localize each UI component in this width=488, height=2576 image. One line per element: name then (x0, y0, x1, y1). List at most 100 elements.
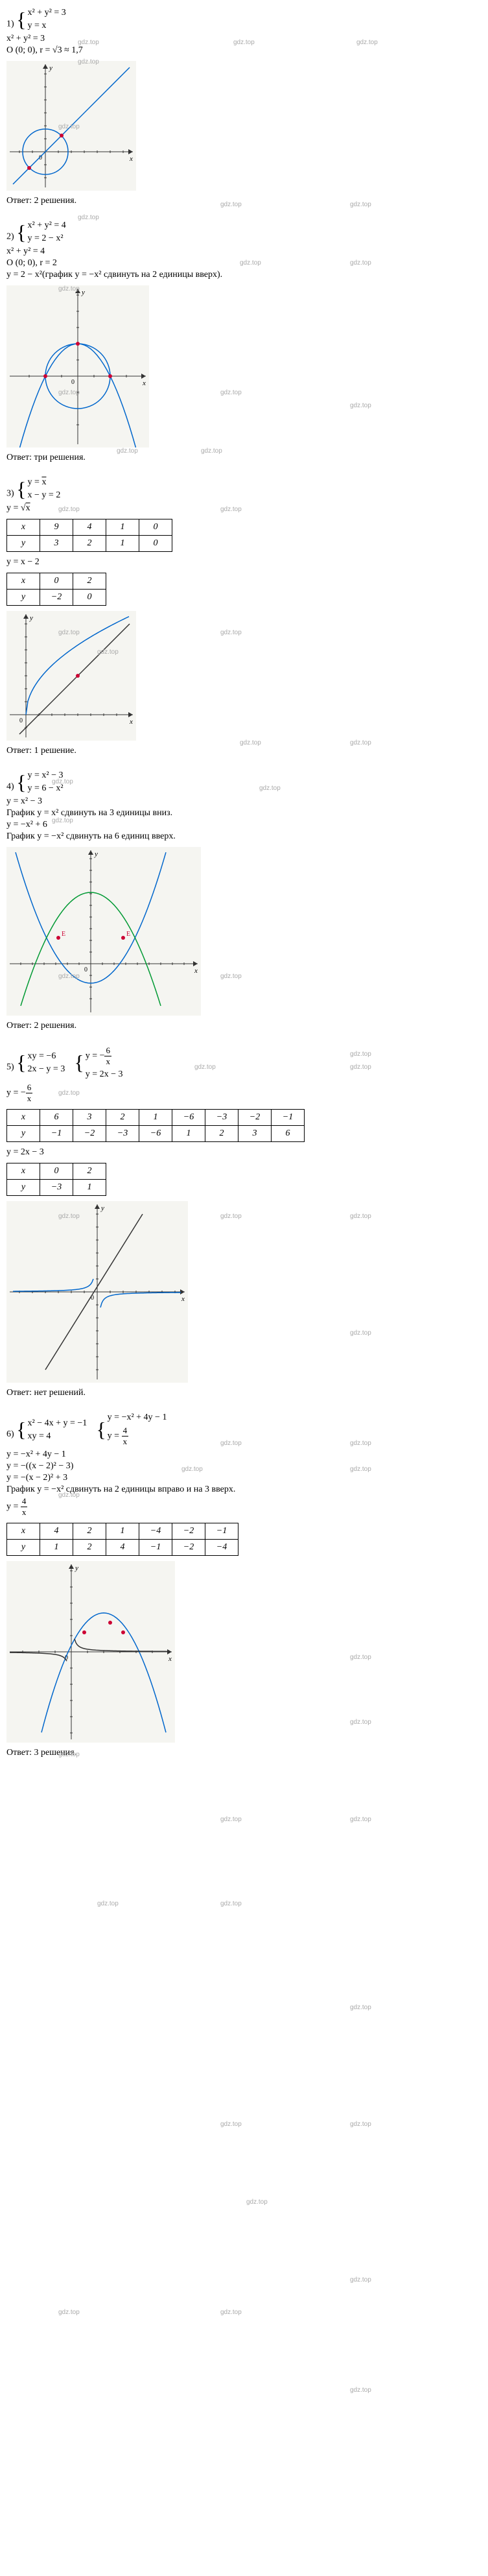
table-cell: 1 (40, 1540, 73, 1556)
value-table: x02y−31 (6, 1163, 106, 1196)
problem-number-line: 6) {x² − 4x + y = −1xy = 4 {y = −x² + 4y… (6, 1411, 482, 1448)
answer-text: Ответ: 2 решения. (6, 1021, 482, 1031)
table-cell: x (7, 1110, 40, 1126)
watermark: gdz.top (181, 1466, 203, 1473)
svg-text:x: x (181, 1295, 185, 1303)
brace-icon: { (16, 477, 26, 501)
derived-equation: y = −x² + 4y − 1 (6, 1449, 482, 1460)
table-cell: x (7, 573, 40, 590)
graph-svg: x y 0EE (6, 847, 201, 1016)
problem-number-line: 4) {y = x² − 3y = 6 − x² (6, 769, 482, 795)
system-equation: x² + y² = 3 (28, 8, 66, 18)
problem-number: 6) (6, 1429, 14, 1439)
table-cell: 2 (73, 1163, 106, 1180)
graph-svg: x y 0 (6, 285, 149, 447)
table-cell: −2 (238, 1110, 272, 1126)
table-cell: 3 (73, 1110, 106, 1126)
table-cell: −6 (172, 1110, 205, 1126)
watermark: gdz.top (220, 1440, 242, 1447)
graph-svg: x y 0 (6, 1561, 175, 1743)
watermark: gdz.top (97, 649, 119, 656)
table-cell: 1 (106, 1523, 139, 1540)
watermark: gdz.top (350, 1440, 371, 1447)
brace-icon: { (16, 770, 26, 794)
watermark: gdz.top (194, 1064, 216, 1071)
value-table: x02y−20 (6, 573, 106, 606)
problem-number: 5) (6, 1062, 14, 1072)
table-cell: −1 (272, 1110, 305, 1126)
problem-block: 6) {x² − 4x + y = −1xy = 4 { y = −x² + 4y… (6, 1411, 482, 1758)
table-cell: y (7, 536, 40, 552)
watermark: gdz.top (78, 214, 99, 221)
watermark: gdz.top (117, 447, 138, 455)
table-cell: −1 (139, 1540, 172, 1556)
watermark: gdz.top (220, 201, 242, 208)
watermark: gdz.top (240, 259, 261, 267)
watermark: gdz.top (350, 1816, 371, 1823)
table-cell: 6 (40, 1110, 73, 1126)
graph-container: x y 0 (6, 285, 482, 447)
svg-text:x: x (142, 379, 146, 387)
system-equation: y = x (28, 477, 61, 488)
table-cell: −4 (139, 1523, 172, 1540)
brace-icon: { (16, 1051, 26, 1075)
table-cell: 0 (73, 590, 106, 606)
watermark: gdz.top (220, 1900, 242, 1907)
derived-equation: y = 2x − 3 (6, 1147, 482, 1158)
table-cell: −2 (73, 1126, 106, 1142)
watermark: gdz.top (350, 1719, 371, 1726)
watermark: gdz.top (350, 1654, 371, 1661)
watermark: gdz.top (240, 739, 261, 746)
watermark: gdz.top (350, 2004, 371, 2011)
table-cell: −2 (172, 1523, 205, 1540)
table-cell: 0 (139, 519, 172, 536)
table-cell: 4 (40, 1523, 73, 1540)
brace-icon: { (96, 1418, 106, 1442)
table-cell: −1 (205, 1523, 238, 1540)
watermark: gdz.top (350, 739, 371, 746)
answer-text: Ответ: 1 решение. (6, 746, 482, 756)
svg-text:E: E (62, 931, 65, 938)
svg-text:0: 0 (84, 966, 87, 973)
table-cell: 2 (73, 1540, 106, 1556)
table-cell: −1 (40, 1126, 73, 1142)
derived-equation: y = −((x − 2)² − 3) (6, 1461, 482, 1472)
problem-number-line: 2) {x² + y² = 4y = 2 − x² (6, 219, 482, 245)
derived-equation: y = x² − 3 (6, 796, 482, 807)
table-cell: 1 (172, 1126, 205, 1142)
problem-block: 4) {y = x² − 3y = 6 − x²y = x² − 3График… (6, 769, 482, 1031)
table-cell: 3 (238, 1126, 272, 1142)
equation-system: {x² − 4x + y = −1xy = 4 (16, 1417, 87, 1443)
watermark: gdz.top (350, 2387, 371, 2394)
brace-icon: { (16, 8, 26, 32)
table-cell: x (7, 1163, 40, 1180)
watermark: gdz.top (220, 389, 242, 396)
watermark: gdz.top (350, 1213, 371, 1220)
watermark: gdz.top (78, 58, 99, 66)
problem-block: 1) {x² + y² = 3y = xx² + y² = 3O (0; 0),… (6, 6, 482, 206)
watermark: gdz.top (350, 2121, 371, 2128)
graph-container: x y 0 (6, 1201, 482, 1383)
table-cell: 2 (73, 573, 106, 590)
brace-icon: { (16, 1418, 26, 1442)
table-cell: 2 (73, 536, 106, 552)
problem-block: 2) {x² + y² = 4y = 2 − x²x² + y² = 4O (0… (6, 219, 482, 463)
watermark: gdz.top (350, 402, 371, 409)
value-table: x421−4−2−1y124−1−2−4 (6, 1523, 238, 1556)
table-cell: y (7, 1126, 40, 1142)
watermark: gdz.top (58, 123, 80, 130)
watermark: gdz.top (58, 2309, 80, 2316)
watermark: gdz.top (78, 39, 99, 46)
watermark: gdz.top (233, 39, 255, 46)
derived-equation: y = x − 2 (6, 557, 482, 567)
table-cell: −3 (205, 1110, 238, 1126)
table-cell: 6 (272, 1126, 305, 1142)
svg-text:E: E (126, 931, 130, 938)
derived-equation: y = 2 − x²(график y = −x² сдвинуть на 2 … (6, 270, 482, 280)
watermark: gdz.top (246, 2199, 268, 2206)
table-cell: 1 (139, 1110, 172, 1126)
system-equation: 2x − y = 3 (28, 1064, 65, 1075)
svg-text:y: y (81, 289, 85, 296)
equation-system: {x² + y² = 4y = 2 − x² (16, 219, 66, 245)
system-equation: xy = 4 (28, 1431, 87, 1442)
